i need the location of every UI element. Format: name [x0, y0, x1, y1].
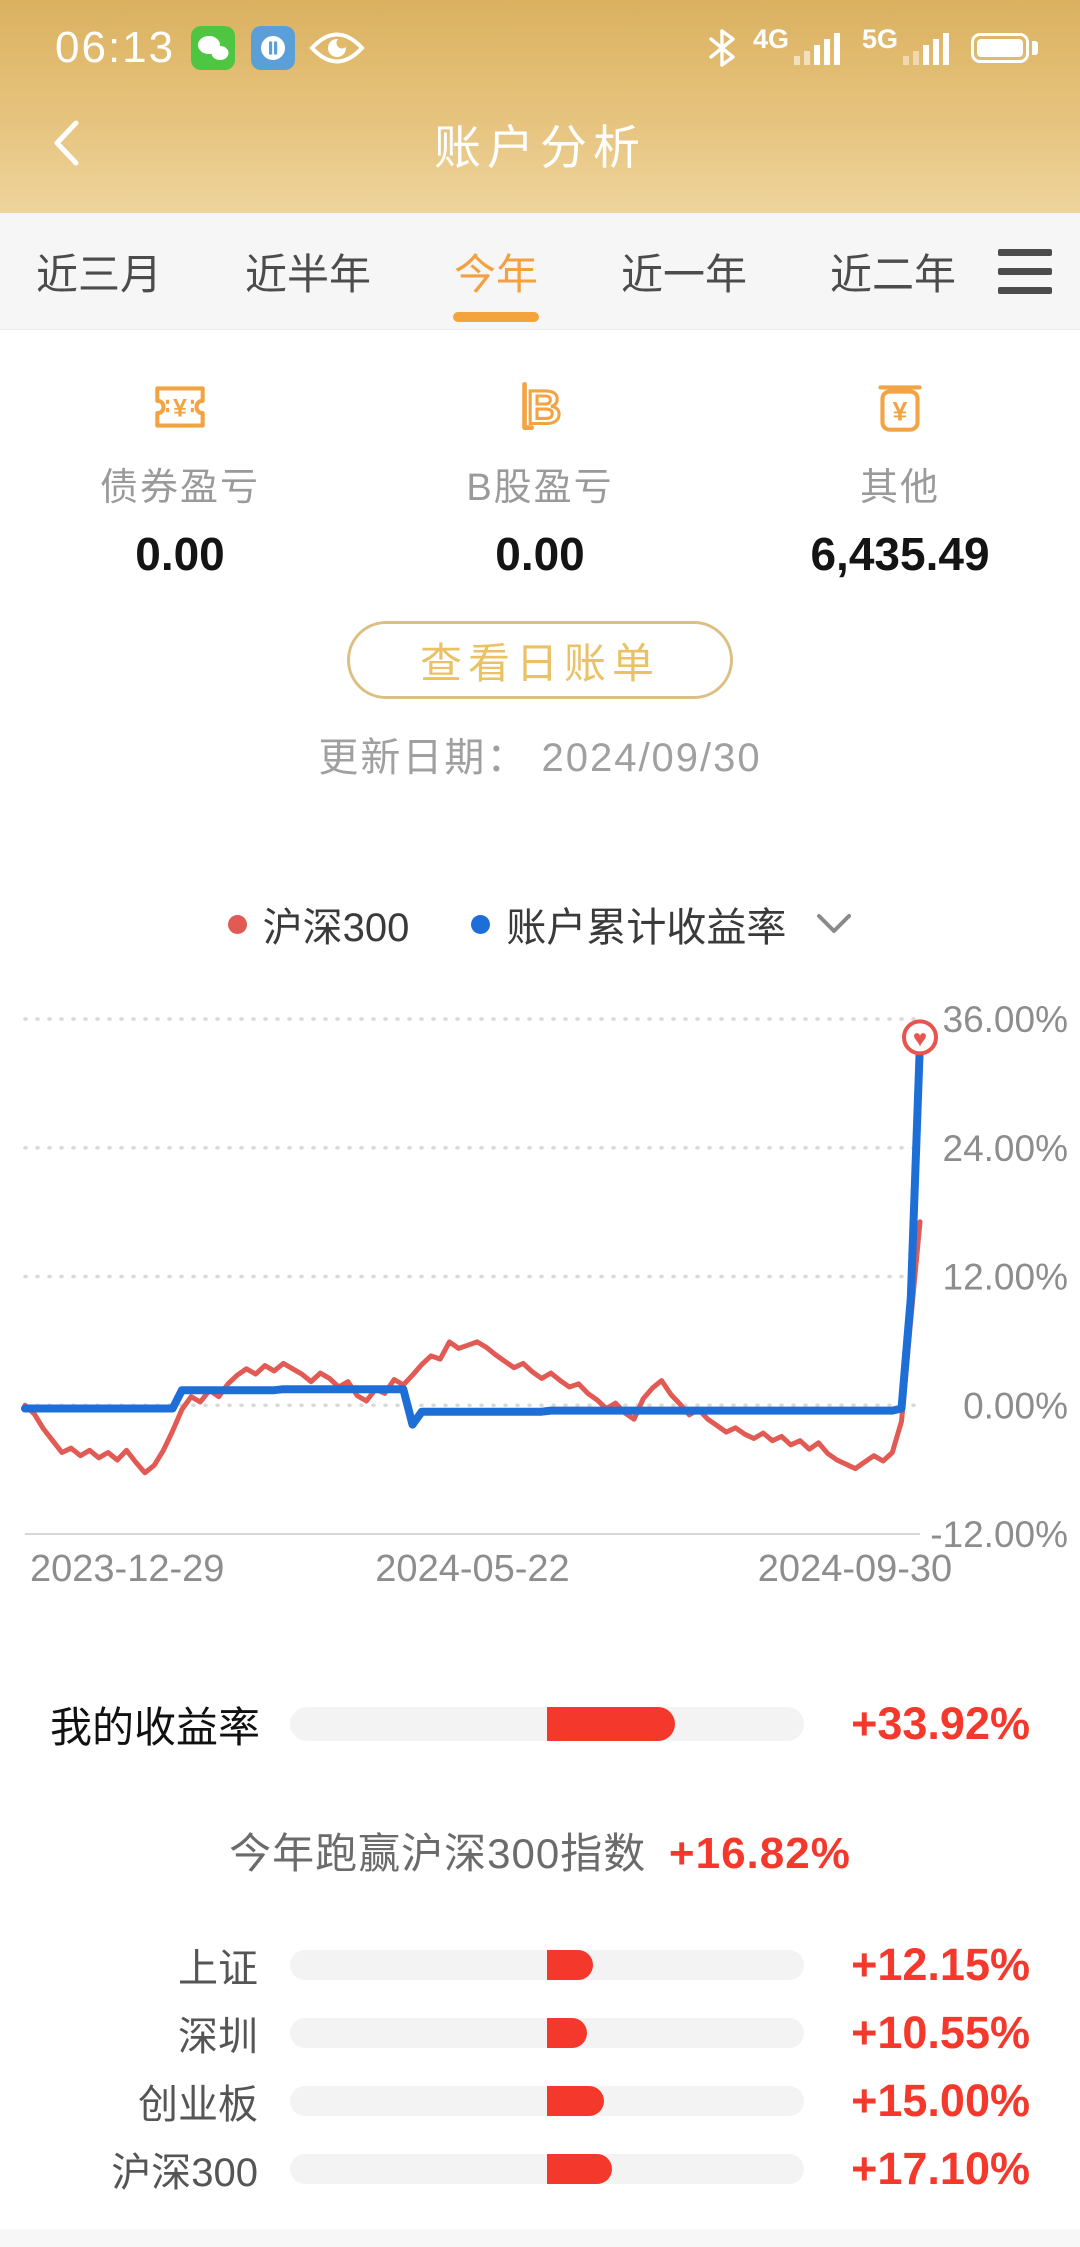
blue-dot-icon [471, 914, 491, 934]
outperform-value: +16.82% [668, 1829, 851, 1878]
benchmark-label: 沪深300 [111, 2151, 258, 2195]
stat-bond-pnl: ¥ 债券盈亏 0.00 [0, 370, 360, 581]
view-daily-bill-button[interactable]: 查看日账单 [347, 621, 733, 699]
benchmark-bar [290, 2086, 804, 2116]
svg-text:36.00%: 36.00% [943, 999, 1069, 1040]
legend-csi300: 沪深300 [227, 895, 410, 953]
outperform-text: 今年跑赢沪深300指数 [229, 1830, 647, 1877]
svg-text:♥: ♥ [913, 1025, 927, 1052]
stat-value: 0.00 [135, 528, 225, 580]
svg-text:¥: ¥ [173, 395, 187, 422]
svg-text:2024-09-30: 2024-09-30 [758, 1548, 952, 1589]
benchmark-row-1: 深圳 +10.55% [50, 1999, 1030, 2067]
outperform-line: 今年跑赢沪深300指数 +16.82% [50, 1820, 1030, 1881]
signal-5g: 5G [862, 26, 953, 65]
benchmark-bar-fill [547, 2086, 604, 2116]
legend-account-return[interactable]: 账户累计收益率 [471, 895, 852, 953]
bond-coupon-icon: ¥ [0, 370, 360, 444]
my-return-bar [290, 1707, 804, 1741]
tab-4[interactable]: 近二年 [829, 250, 956, 298]
benchmark-value: +10.55% [851, 2007, 1030, 2058]
svg-text:-12.00%: -12.00% [930, 1514, 1068, 1555]
chart-legend: 沪深300 账户累计收益率 [0, 895, 1080, 953]
network-5g-label: 5G [861, 24, 898, 54]
stat-other: ¥ 其他 6,435.49 [720, 370, 1080, 581]
tab-3[interactable]: 近一年 [620, 250, 747, 298]
my-return-label: 我的收益率 [50, 1703, 261, 1751]
other-money-icon: ¥ [720, 370, 1080, 444]
b-share-icon: B [360, 370, 720, 444]
benchmark-rows: 上证 +12.15% 深圳 +10.55% 创业板 +15.00% 沪深300 … [50, 1931, 1030, 2203]
stat-label: 债券盈亏 [99, 467, 260, 509]
benchmark-value: +12.15% [851, 1939, 1030, 1990]
gold-header: 06:13 4G 5G [0, 0, 1080, 213]
my-return-value: +33.92% [851, 1698, 1030, 1749]
benchmark-label: 上证 [178, 1947, 258, 1991]
my-return-row: 我的收益率 +33.92% [50, 1686, 1030, 1762]
benchmark-label: 创业板 [138, 2083, 258, 2127]
benchmark-row-0: 上证 +12.15% [50, 1931, 1030, 1999]
battery-icon [971, 33, 1038, 63]
returns-line-chart[interactable]: 36.00% 24.00% 12.00% 0.00% -12.00% ♥ 2023-12-2… [0, 989, 1080, 1590]
svg-text:¥: ¥ [893, 396, 908, 426]
stat-value: 0.00 [495, 528, 585, 580]
svg-text:B: B [527, 382, 561, 435]
returns-chart-area[interactable]: 36.00% 24.00% 12.00% 0.00% -12.00% ♥ 2023-12-2… [0, 989, 1080, 1594]
benchmark-row-2: 创业板 +15.00% [50, 2067, 1030, 2135]
svg-text:2023-12-29: 2023-12-29 [30, 1548, 224, 1589]
bluetooth-icon [709, 28, 735, 68]
nav-bar: 账户分析 [0, 84, 1080, 202]
page-title: 账户分析 [434, 120, 646, 174]
wechat-icon [191, 26, 236, 70]
stat-bshare-pnl: B B股盈亏 0.00 [360, 370, 720, 581]
svg-text:0.00%: 0.00% [963, 1385, 1068, 1426]
benchmark-bar-fill [547, 2018, 587, 2048]
benchmark-bar [290, 1950, 804, 1980]
signal-bars-icon [903, 33, 949, 65]
svg-text:24.00%: 24.00% [943, 1128, 1069, 1169]
benchmark-label: 深圳 [178, 2015, 258, 2059]
signal-bars-icon [793, 33, 840, 65]
stat-label: 其他 [859, 467, 940, 509]
red-dot-icon [227, 914, 247, 934]
benchmark-bar-fill [547, 2154, 612, 2184]
benchmark-value: +17.10% [851, 2143, 1030, 2194]
pnl-stats-row: ¥ 债券盈亏 0.00 B B股盈亏 0.00 ¥ 其他 6,435.49 [0, 370, 1080, 581]
benchmark-value: +15.00% [851, 2075, 1030, 2126]
my-return-bar-fill [547, 1707, 676, 1741]
status-bar-right: 4G 5G [709, 26, 1038, 68]
legend-label: 账户累计收益率 [506, 906, 787, 950]
tab-2-active[interactable]: 今年 [446, 213, 546, 329]
benchmark-bar-fill [547, 1950, 593, 1980]
benchmark-bar [290, 2154, 804, 2184]
time-range-tab-bar: 近三月 近半年 今年 近一年 近二年 [0, 213, 1080, 330]
menu-icon[interactable] [998, 213, 1052, 329]
time-range-tabs: 近三月 近半年 今年 近一年 近二年 [28, 213, 964, 329]
update-date: 更新日期： 2024/09/30 [318, 736, 762, 780]
svg-text:2024-05-22: 2024-05-22 [375, 1548, 569, 1589]
tab-0[interactable]: 近三月 [36, 250, 163, 298]
stat-value: 6,435.49 [810, 528, 990, 580]
signal-4g: 4G [753, 26, 844, 65]
eye-protection-icon [309, 28, 365, 68]
tab-1[interactable]: 近半年 [244, 250, 371, 298]
benchmark-row-3: 沪深300 +17.10% [50, 2135, 1030, 2203]
bottom-divider [0, 2229, 1080, 2247]
pause-app-icon [251, 26, 296, 70]
back-button[interactable] [52, 119, 80, 167]
status-bar: 06:13 4G 5G [0, 0, 1080, 84]
clock: 06:13 [55, 23, 176, 72]
network-4g-label: 4G [752, 24, 789, 54]
performance-section: 我的收益率 +33.92% 今年跑赢沪深300指数 +16.82% 上证 +12… [0, 1686, 1080, 2203]
chevron-down-icon[interactable] [816, 913, 852, 935]
legend-label: 沪深300 [262, 906, 410, 950]
benchmark-bar [290, 2018, 804, 2048]
stat-label: B股盈亏 [466, 467, 614, 509]
svg-text:12.00%: 12.00% [943, 1257, 1069, 1298]
